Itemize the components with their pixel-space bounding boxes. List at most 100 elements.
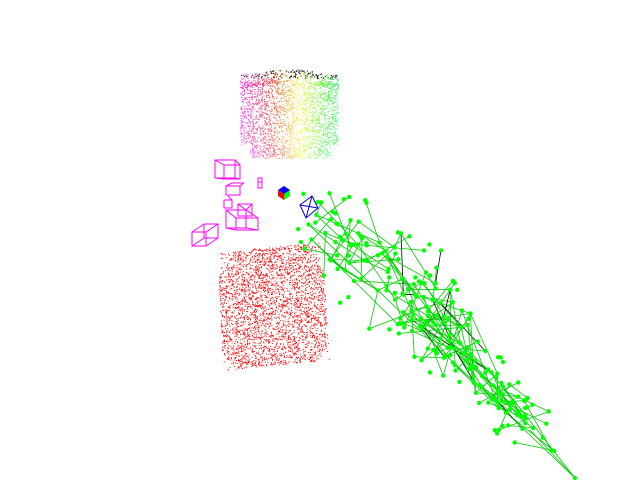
graph-node	[419, 280, 424, 286]
graph-node	[507, 406, 513, 412]
graph-node	[467, 354, 472, 359]
graph-node	[523, 421, 528, 426]
graph-node	[530, 402, 535, 407]
graph-node	[495, 399, 500, 405]
graph-node	[421, 248, 427, 253]
graph-node	[425, 313, 431, 319]
graph-node	[400, 320, 405, 326]
graph-node	[377, 240, 382, 245]
graph-node	[407, 234, 412, 239]
graph-node	[523, 416, 528, 421]
graph-node	[472, 358, 478, 363]
rgb-axis-cube	[278, 186, 290, 200]
graph-node	[434, 312, 440, 318]
graph-node	[485, 367, 491, 372]
graph-node	[341, 197, 346, 202]
graph-node	[384, 283, 389, 289]
graph-node	[431, 320, 436, 325]
graph-node	[512, 440, 517, 445]
graph-node	[341, 238, 346, 243]
graph-node	[466, 367, 471, 372]
graph-node	[380, 251, 385, 256]
graph-node	[385, 254, 390, 259]
graph-node	[355, 242, 361, 247]
graph-node	[459, 325, 464, 330]
graph-node	[298, 239, 304, 245]
graph-node	[477, 382, 482, 388]
graph-node	[516, 409, 521, 414]
graph-node	[503, 410, 509, 415]
graph-node	[364, 243, 369, 248]
graph-node	[428, 273, 433, 278]
graph-node	[499, 380, 504, 386]
graph-node	[492, 428, 497, 433]
graph-node	[540, 435, 546, 440]
graph-node	[348, 218, 353, 223]
graph-node	[441, 373, 446, 378]
graph-node	[405, 287, 411, 292]
graph-node	[433, 322, 439, 328]
colored-point-cloud	[240, 69, 339, 159]
graph-node	[346, 295, 351, 300]
graph-node	[399, 276, 405, 282]
graph-node	[471, 380, 476, 385]
graph-node	[421, 294, 426, 300]
graph-node	[425, 346, 430, 351]
graph-node	[442, 355, 447, 360]
graph-node	[387, 327, 392, 332]
graph-node	[483, 370, 488, 375]
graph-node	[500, 359, 506, 365]
graph-node	[347, 260, 352, 266]
graph-node	[459, 308, 465, 313]
graph-node	[523, 412, 528, 417]
graph-node	[495, 371, 500, 376]
camera-frustum	[225, 209, 259, 231]
green-node-graph	[296, 191, 578, 480]
graph-node	[500, 423, 505, 429]
graph-node	[453, 368, 458, 373]
graph-node	[495, 431, 500, 436]
graph-node	[315, 199, 320, 205]
graph-node	[434, 265, 439, 270]
graph-node	[506, 423, 511, 428]
graph-node	[433, 286, 438, 291]
graph-node	[471, 374, 476, 379]
graph-node	[433, 281, 438, 286]
blue-camera-frustum	[299, 195, 319, 219]
graph-node	[465, 345, 471, 350]
graph-node	[363, 198, 368, 203]
graph-node	[358, 233, 363, 239]
graph-node	[335, 266, 340, 272]
graph-node	[383, 248, 388, 253]
graph-node	[463, 358, 468, 363]
graph-node	[367, 326, 372, 331]
graph-node	[473, 390, 479, 395]
graph-node	[552, 448, 557, 454]
graph-node	[418, 316, 424, 321]
graph-node	[498, 392, 504, 397]
graph-node	[476, 400, 482, 406]
graph-node	[396, 257, 401, 262]
red-point-cloud	[218, 242, 330, 371]
graph-node	[448, 352, 453, 358]
graph-node	[333, 239, 338, 245]
graph-node	[424, 304, 429, 309]
graph-node	[544, 421, 549, 426]
graph-node	[423, 270, 429, 275]
graph-node	[409, 308, 414, 313]
graph-node	[468, 311, 473, 316]
graph-node	[423, 319, 429, 324]
graph-node	[438, 336, 443, 341]
camera-frustum	[225, 182, 245, 196]
graph-node	[501, 399, 506, 404]
graph-node	[328, 258, 334, 263]
graph-node	[375, 253, 381, 258]
graph-node	[465, 322, 470, 328]
graph-node	[427, 370, 433, 375]
graph-node	[473, 365, 479, 370]
graph-node	[486, 400, 491, 405]
graph-node	[408, 299, 414, 305]
graph-node	[431, 347, 436, 353]
